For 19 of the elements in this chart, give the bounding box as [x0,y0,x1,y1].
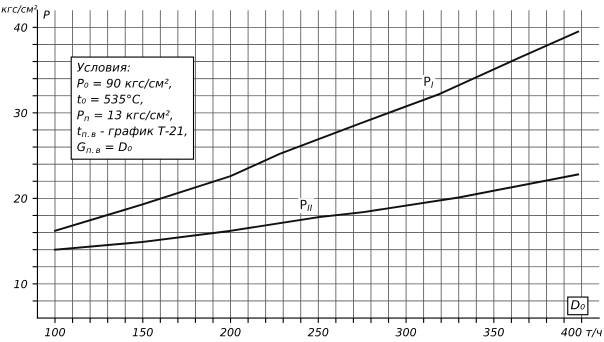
y-tick-label: 30 [14,108,28,118]
annotation: P [43,10,50,19]
series-label: P$_{I}$ [424,76,434,88]
x-tick-label: 350 [483,328,504,336]
x-tick-label: 400 т/ч [561,328,602,338]
series-label: P$_{II}$ [300,200,312,212]
y-tick-label: 20 [14,194,28,203]
x-axis-title: D₀ [570,300,585,310]
y-tick-label: 10 [14,280,28,288]
text: Условия: P₀ = 90 кгс/см², t₀ = 535°C, P$_{п}$ = 13 кгс/см², t$_{п.в}$ - график Т-21, G$_{п.в}$ = D₀ [77,62,186,153]
x-tick-label: 100 [44,328,66,336]
x-tick-label: 250 [308,328,328,336]
y-axis-title: кгс/см² [2,5,38,14]
x-tick-label: 300 [395,328,416,336]
line-series [54,173,580,251]
y-tick-label: 40 [14,23,28,32]
x-tick-label: 200 [220,328,241,336]
x-tick-label: 150 [132,328,153,336]
line-series [54,30,580,232]
